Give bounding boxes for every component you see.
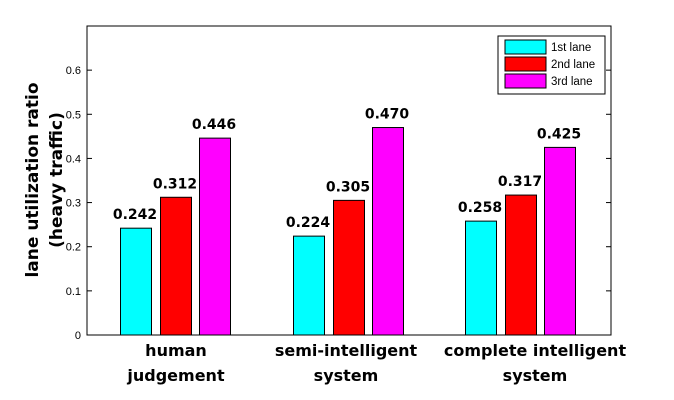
bar-2nd-lane: [160, 196, 192, 336]
bar-3rd-lane: [199, 137, 231, 336]
legend-label: 3rd lane: [551, 76, 593, 88]
y-tick-label: 0.5: [66, 109, 81, 121]
bar-value-label: 0.242: [113, 207, 157, 223]
legend: 1st lane 2nd lane 3rd lane: [497, 35, 606, 95]
bar-value-label: 0.425: [537, 126, 581, 142]
bar-3rd-lane: [372, 127, 404, 336]
bar-value-label: 0.224: [286, 215, 331, 231]
y-tick-label: 0.4: [66, 153, 81, 165]
bar-value-label: 0.305: [326, 179, 370, 195]
category-label: system: [503, 366, 568, 385]
bar-1st-lane: [293, 235, 325, 336]
legend-swatch: [504, 39, 547, 55]
y-axis-title-line: (heavy traffic): [47, 112, 67, 248]
bar-value-label: 0.317: [498, 174, 542, 190]
bar-1st-lane: [465, 220, 497, 336]
y-axis-title: lane utilization ratio (heavy traffic): [23, 82, 67, 277]
bar-1st-lane: [120, 227, 152, 336]
y-tick-label: 0: [75, 330, 81, 342]
bar-value-label: 0.258: [458, 200, 502, 216]
y-tick-label: 0.6: [66, 65, 81, 77]
legend-swatch: [504, 56, 547, 72]
bars-group: 0.242 0.224 0.258 0.312 0.305 0.317 0.446 0.470…: [113, 107, 581, 336]
y-tick-label: 0.2: [66, 242, 81, 254]
bar-value-label: 0.446: [192, 117, 236, 133]
y-axis-ticks: 0 0.1 0.2 0.3 0.4 0.5 0.6: [66, 65, 611, 342]
category-label: semi-intelligent: [275, 341, 418, 360]
bar-2nd-lane: [333, 199, 365, 336]
bar-value-label: 0.312: [153, 176, 197, 192]
category-label: system: [314, 366, 379, 385]
category-labels: human judgement semi-intelligent system comp…: [126, 341, 626, 385]
y-tick-label: 0.3: [66, 198, 81, 210]
category-label: judgement: [126, 366, 225, 385]
legend-swatch: [504, 73, 547, 89]
bar-2nd-lane: [505, 194, 537, 336]
bar-value-label: 0.470: [365, 107, 410, 123]
legend-label: 2nd lane: [551, 59, 595, 71]
y-axis-title-line: lane utilization ratio: [23, 82, 43, 277]
legend-label: 1st lane: [551, 42, 591, 54]
category-label: human: [145, 341, 207, 360]
bar-3rd-lane: [544, 146, 576, 336]
category-label: complete intelligent: [444, 341, 627, 360]
y-tick-label: 0.1: [66, 286, 81, 298]
